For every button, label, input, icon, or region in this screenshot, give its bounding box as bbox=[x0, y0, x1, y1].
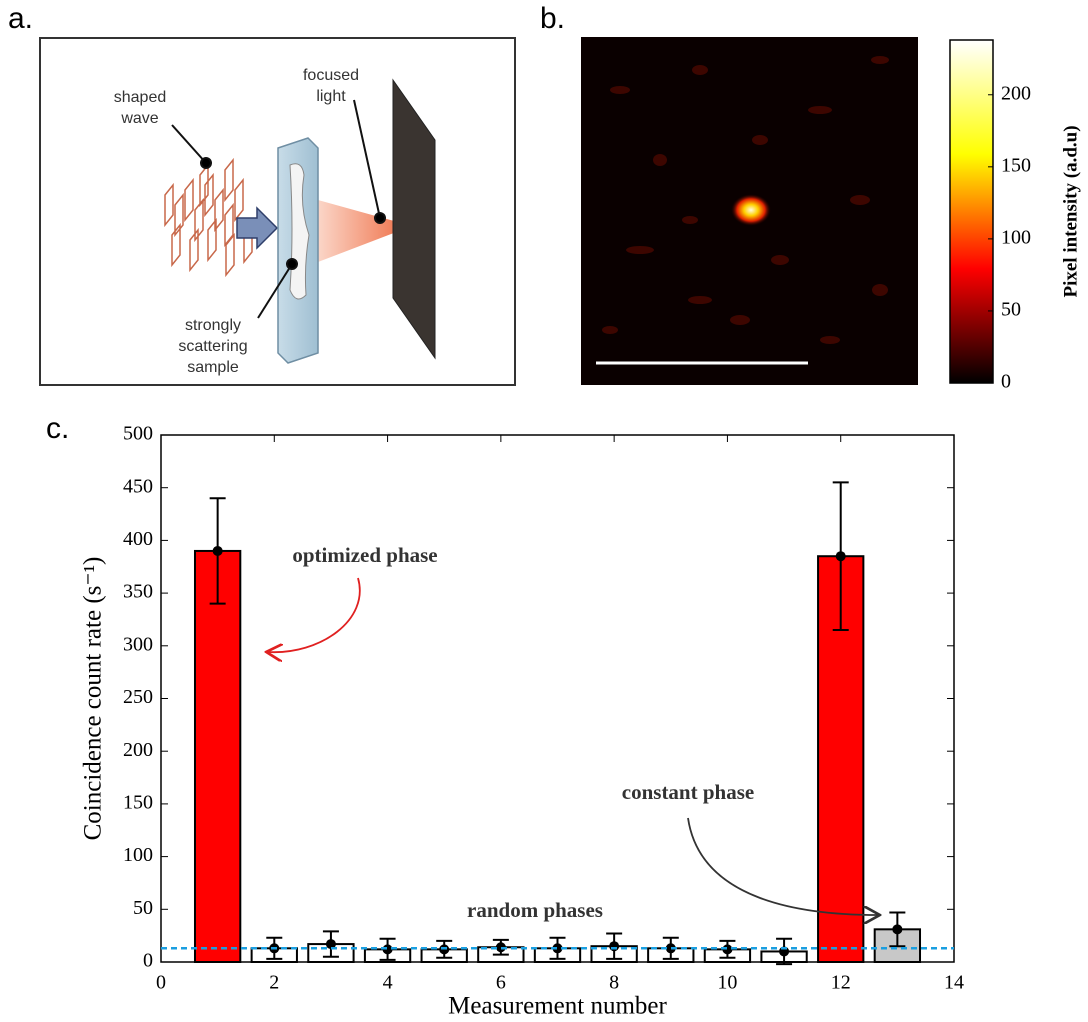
colorbar-tick-label: 50 bbox=[1001, 299, 1021, 321]
x-tick-label: 10 bbox=[717, 972, 737, 994]
y-tick-label: 450 bbox=[123, 475, 153, 497]
bar bbox=[193, 549, 242, 963]
y-tick-label: 50 bbox=[133, 897, 153, 919]
diagram-label: sample bbox=[187, 359, 239, 376]
annotation: optimized phase bbox=[292, 543, 437, 567]
y-tick-label: 250 bbox=[123, 686, 153, 708]
diagram-label: scattering bbox=[178, 338, 247, 355]
x-tick-label: 14 bbox=[944, 972, 964, 994]
y-tick-label: 150 bbox=[123, 791, 153, 813]
data-point bbox=[722, 944, 733, 955]
x-tick-label: 6 bbox=[496, 972, 506, 994]
wave-fronts bbox=[164, 157, 253, 278]
data-point bbox=[835, 551, 846, 562]
y-tick-label: 0 bbox=[143, 950, 153, 972]
annotation-arrow bbox=[687, 817, 878, 915]
colorbar-tick-label: 0 bbox=[1001, 371, 1011, 393]
diagram bbox=[39, 37, 516, 386]
y-tick-label: 300 bbox=[123, 633, 153, 655]
data-point bbox=[665, 943, 676, 954]
colorbar-tick-label: 100 bbox=[1001, 226, 1031, 248]
colorbar-tick-label: 200 bbox=[1001, 82, 1031, 104]
data-point bbox=[495, 942, 506, 953]
panel-label: c. bbox=[46, 412, 69, 445]
data-point bbox=[609, 941, 620, 952]
data-point bbox=[325, 939, 336, 950]
diagram-labels: shaped wave focused light strongly scattering… bbox=[114, 67, 359, 376]
diagram-label: wave bbox=[120, 110, 158, 127]
colorbar: 0 50 100 150 200 Pixel intensity (a.d.u) bbox=[949, 39, 1081, 393]
focus-spot bbox=[731, 194, 771, 226]
panel-label: b. bbox=[540, 2, 565, 35]
data-point bbox=[552, 943, 563, 954]
y-tick-label: 200 bbox=[123, 739, 153, 761]
x-tick-label: 2 bbox=[269, 972, 279, 994]
annotation: constant phase bbox=[622, 780, 754, 804]
diagram-label: focused bbox=[303, 67, 359, 84]
x-tick-label: 12 bbox=[831, 972, 851, 994]
panel-label: a. bbox=[8, 2, 33, 35]
diagram-label: light bbox=[316, 88, 346, 105]
colorbar-scale bbox=[949, 39, 994, 384]
data-point bbox=[212, 545, 223, 556]
data-point bbox=[892, 924, 903, 935]
data-point bbox=[382, 944, 393, 955]
x-axis-label: Measurement number bbox=[448, 993, 667, 1020]
bar-chart: 0 50 100 150 200 250 300 350 400 450 500 0 2 4 6 8 10 12 1… bbox=[80, 423, 964, 1020]
annotation-arrow bbox=[268, 577, 361, 652]
pointers bbox=[171, 99, 386, 319]
y-axis-label: Coincidence count rate (s⁻¹) bbox=[80, 557, 107, 841]
y-tick-label: 350 bbox=[123, 581, 153, 603]
y-tick-label: 400 bbox=[123, 528, 153, 550]
colorbar-tick-label: 150 bbox=[1001, 154, 1031, 176]
heatmap bbox=[581, 37, 918, 385]
screen bbox=[392, 78, 436, 360]
x-tick-label: 0 bbox=[156, 972, 166, 994]
x-tick-label: 8 bbox=[609, 972, 619, 994]
light-cone bbox=[318, 200, 412, 262]
y-tick-label: 100 bbox=[123, 844, 153, 866]
annotation: random phases bbox=[467, 898, 603, 922]
y-tick-label: 500 bbox=[123, 423, 153, 445]
diagram-label: strongly bbox=[185, 317, 241, 334]
speckle bbox=[602, 56, 889, 344]
x-tick-label: 4 bbox=[383, 972, 393, 994]
arrow bbox=[236, 206, 279, 250]
colorbar-label: Pixel intensity (a.d.u) bbox=[1060, 125, 1081, 297]
diagram-label: shaped bbox=[114, 89, 167, 106]
